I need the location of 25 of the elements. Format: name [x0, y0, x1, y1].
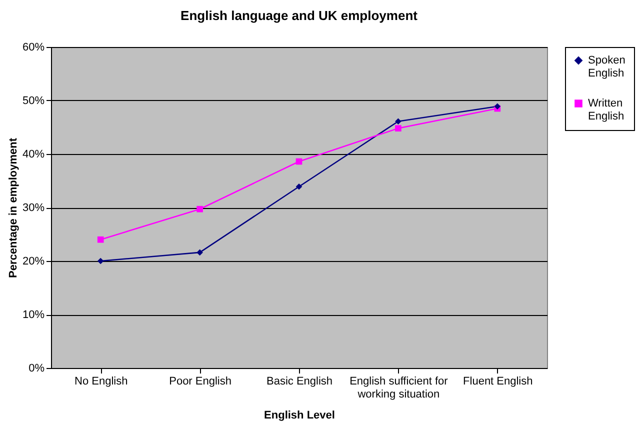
- y-tick-label: 50%: [22, 95, 45, 107]
- point: [296, 183, 302, 190]
- point: [296, 158, 302, 165]
- point: [395, 118, 402, 125]
- x-tick-label: Poor English: [169, 376, 232, 388]
- x-tick-label: English sufficient for working situation: [350, 376, 448, 400]
- y-tick-label: 60%: [22, 42, 45, 54]
- x-axis-title: English Level: [264, 410, 335, 422]
- legend-label: Spoken English: [588, 54, 626, 80]
- point: [196, 206, 203, 212]
- y-tick-label: 30%: [22, 202, 45, 214]
- point: [196, 249, 203, 256]
- y-tick-label: 0%: [28, 362, 45, 374]
- point: [97, 236, 104, 243]
- point: [97, 258, 104, 264]
- legend-label: Written English: [588, 98, 624, 122]
- y-axis-title: Percentage in employment: [7, 138, 20, 278]
- point: [395, 125, 402, 132]
- x-tick-label: No English: [74, 376, 128, 388]
- y-tick-label: 40%: [22, 148, 45, 160]
- x-tick-label: Basic English: [266, 376, 333, 388]
- y-tick-label: 10%: [22, 309, 45, 321]
- chart-title: English language and UK employment: [180, 8, 418, 23]
- x-tick-label: Fluent English: [463, 376, 533, 388]
- y-tick-label: 20%: [22, 256, 45, 268]
